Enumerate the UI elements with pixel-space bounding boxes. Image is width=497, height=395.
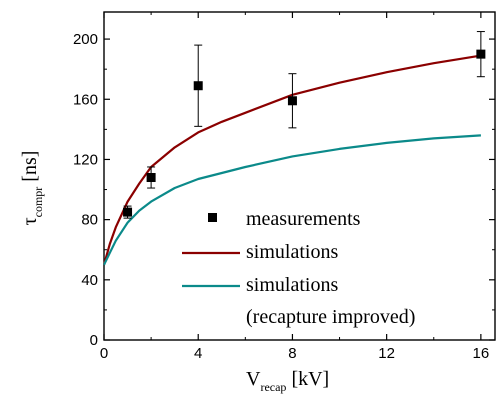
x-tick-label: 8 xyxy=(288,345,296,362)
y-tick-label: 40 xyxy=(81,272,98,289)
y-tick-label: 80 xyxy=(81,212,98,229)
y-axis-label: τcompr [ns] xyxy=(19,151,45,226)
x-tick-label: 4 xyxy=(194,345,202,362)
legend-marker-measurements xyxy=(208,213,217,222)
curves xyxy=(102,54,482,266)
y-tick-label: 160 xyxy=(73,91,98,108)
y-axis-label-unit: [ns] xyxy=(19,151,41,187)
plot-frame xyxy=(103,11,496,341)
measurement-point xyxy=(146,173,156,183)
measurement-markers xyxy=(123,31,486,219)
legend-label-simulations-improved-line2: (recapture improved) xyxy=(246,306,415,328)
x-axis-label: Vrecap [kV] xyxy=(246,368,329,394)
x-axis-label-sub: recap xyxy=(260,380,286,394)
legend: measurements simulations simulations (re… xyxy=(182,208,415,328)
x-tick-label: 12 xyxy=(378,345,395,362)
y-axis-label-main: τ xyxy=(19,217,41,225)
y-tick-label: 120 xyxy=(73,151,98,168)
measurement-point xyxy=(287,96,297,106)
legend-label-measurements: measurements xyxy=(246,208,361,230)
y-tick-label: 200 xyxy=(73,31,98,48)
measurement-point xyxy=(193,81,203,91)
x-tick-label: 0 xyxy=(100,345,108,362)
y-axis-label-sub: compr xyxy=(31,187,45,218)
x-tick-label: 16 xyxy=(473,345,490,362)
measurement-point xyxy=(476,49,486,59)
x-axis-label-unit: [kV] xyxy=(286,368,329,390)
simulations-improved-curve xyxy=(103,134,481,266)
x-axis-label-main: V xyxy=(246,368,261,390)
simulations-curve xyxy=(102,54,482,266)
legend-label-simulations-improved-line1: simulations xyxy=(246,274,338,296)
measurement-point xyxy=(123,207,133,217)
legend-label-simulations: simulations xyxy=(246,241,338,263)
y-tick-label: 0 xyxy=(90,332,98,349)
